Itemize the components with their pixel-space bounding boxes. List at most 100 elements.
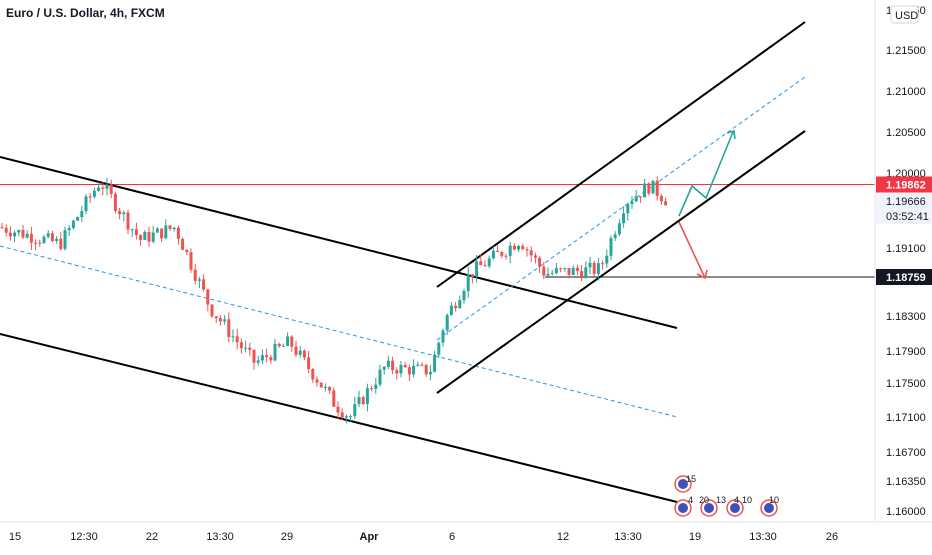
candle-body <box>265 355 269 358</box>
time-axis[interactable]: 15 12:30 22 13:30 29 Apr 6 12 13:30 19 13:30 26 <box>9 531 838 543</box>
price-tick-label: 1.21500 <box>886 45 926 57</box>
candle-body <box>239 342 243 349</box>
candle-body <box>269 357 273 361</box>
candle-body <box>361 397 365 405</box>
time-tick-label: 13:30 <box>749 531 777 543</box>
candle-body <box>286 336 290 346</box>
candle-body <box>323 386 327 388</box>
candle-body <box>626 204 630 214</box>
candle-body <box>176 227 180 239</box>
candle-body <box>50 233 54 242</box>
candle-body <box>353 404 357 417</box>
candle-body <box>315 379 319 383</box>
price-tick-label: 1.17900 <box>886 346 926 358</box>
candle-body <box>336 406 340 413</box>
candle-body <box>227 319 231 337</box>
candle-body <box>197 279 201 281</box>
candle-body <box>428 371 432 375</box>
candle-body <box>294 346 298 355</box>
candle-body <box>25 233 29 238</box>
candle-body <box>214 316 218 319</box>
candle-body <box>17 230 21 233</box>
candle-body <box>399 364 403 374</box>
candle-body <box>76 217 80 221</box>
candle-body <box>575 267 579 272</box>
candle-body <box>256 360 260 363</box>
event-badge-flag-icon <box>704 503 714 513</box>
candle-body <box>235 336 239 343</box>
price-tag <box>876 207 932 224</box>
candle-body <box>580 271 584 279</box>
candle-body <box>147 232 151 242</box>
event-badges[interactable]: 154 20 13 4 10 10 <box>674 474 779 517</box>
candle-body <box>88 196 92 198</box>
candle-body <box>496 250 500 252</box>
candle-body <box>122 212 126 215</box>
drawings-layer <box>0 21 875 503</box>
candle-body <box>470 274 474 277</box>
descending-channel-upper <box>0 156 678 329</box>
candle-body <box>155 228 159 233</box>
candle-body <box>319 382 323 388</box>
candle-body <box>290 336 294 347</box>
price-tick-label: 1.16000 <box>886 506 926 518</box>
candle-body <box>164 225 168 239</box>
candle-body <box>638 196 642 198</box>
price-tag-label: 1.19666 <box>886 196 926 208</box>
candle-body <box>584 267 588 279</box>
candle-body <box>643 183 647 198</box>
candle-body <box>252 349 256 363</box>
price-tick-label: 1.19100 <box>886 243 926 255</box>
time-tick-label: 12 <box>557 531 569 543</box>
candle-body <box>521 245 525 250</box>
candle-body <box>529 250 533 256</box>
candle-body <box>344 416 348 418</box>
price-tick-label: 1.17500 <box>886 378 926 390</box>
bearish-projection-arrow <box>678 221 706 279</box>
candle-body <box>592 262 596 274</box>
event-badge-label: 4 <box>734 495 739 505</box>
price-tick-label: 1.21000 <box>886 86 926 98</box>
event-badge-label: 13 <box>716 495 726 505</box>
candle-body <box>403 364 407 368</box>
chart-title: Euro / U.S. Dollar, 4h, FXCM <box>6 6 165 20</box>
candle-body <box>500 251 504 256</box>
ascending-channel-upper <box>436 21 806 288</box>
time-tick-label: 12:30 <box>70 531 98 543</box>
candle-body <box>420 364 424 366</box>
candle-body <box>655 180 659 196</box>
event-badge-flag-icon <box>730 503 740 513</box>
candle-body <box>433 354 437 372</box>
candle-body <box>458 300 462 309</box>
currency-button[interactable] <box>890 5 919 24</box>
candle-body <box>449 305 453 316</box>
candle-body <box>445 315 449 331</box>
candle-body <box>101 187 105 189</box>
candle-body <box>332 390 336 407</box>
candle-body <box>328 386 332 391</box>
candle-body <box>311 368 315 380</box>
candle-body <box>664 201 668 206</box>
candle-body <box>454 305 458 309</box>
price-tag-label: 1.19862 <box>886 180 926 192</box>
candle-body <box>302 350 306 358</box>
candle-body <box>533 255 537 258</box>
candle-body <box>538 257 542 267</box>
candle-body <box>168 225 172 230</box>
candle-body <box>97 187 101 191</box>
candle-body <box>378 369 382 385</box>
event-badge-label: 10 <box>742 495 752 505</box>
candle-body <box>483 265 487 267</box>
event-badge-flag-icon <box>764 503 774 513</box>
candle-body <box>559 268 563 270</box>
candle-body <box>223 319 227 322</box>
time-tick-label: 13:30 <box>614 531 642 543</box>
candle-body <box>181 238 185 250</box>
candle-body <box>563 268 567 270</box>
candle-body <box>340 412 344 418</box>
ascending-channel-mid <box>436 76 806 341</box>
candle-body <box>160 228 164 239</box>
time-tick-label: Apr <box>360 531 380 543</box>
